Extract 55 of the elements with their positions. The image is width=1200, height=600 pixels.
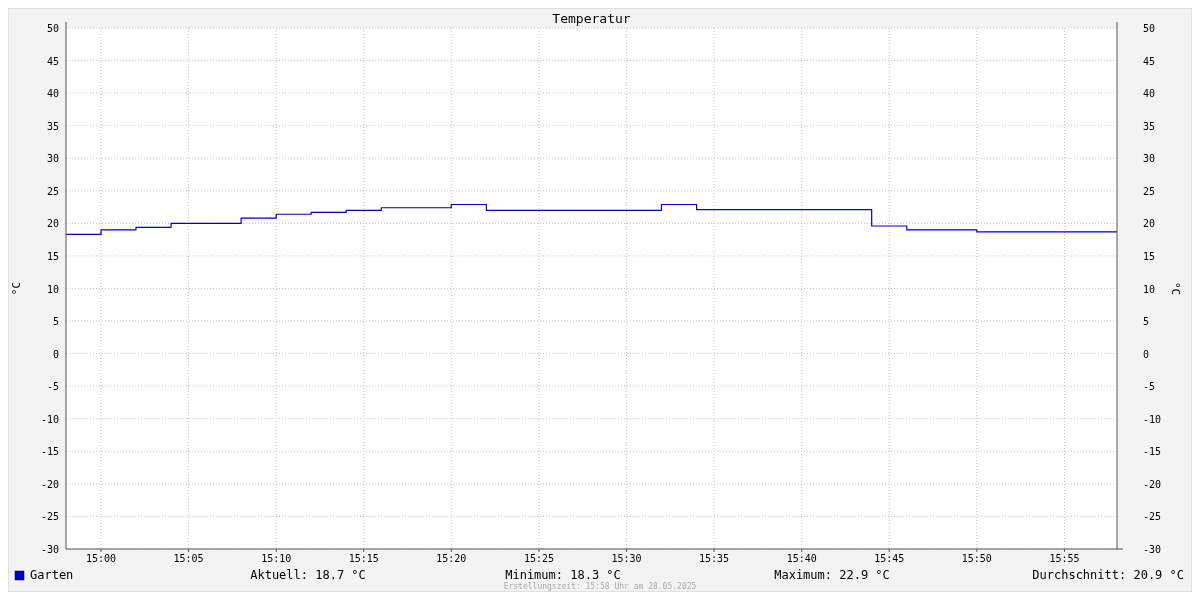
y2-tick-label: -5 xyxy=(1143,381,1156,393)
y-tick-label: -15 xyxy=(40,446,59,458)
y2-tick-label: -15 xyxy=(1143,446,1162,458)
y2-tick-label: 20 xyxy=(1143,218,1156,230)
text: Durchschnitt: 20.9 °C xyxy=(1032,568,1184,582)
x-tick-label: 15:15 xyxy=(348,553,379,564)
y2-tick-label: 5 xyxy=(1143,316,1150,328)
x-tick-label: 15:30 xyxy=(611,553,642,564)
y-tick-label: 10 xyxy=(46,283,59,295)
x-tick-label: 15:25 xyxy=(523,553,554,564)
x-tick-label: 15:20 xyxy=(436,553,467,564)
y2-tick-label: 50 xyxy=(1143,23,1156,34)
x-tick-label: 15:00 xyxy=(85,553,117,564)
y-tick-label: 45 xyxy=(46,55,59,67)
y2-tick-label: 45 xyxy=(1143,55,1156,67)
y2-tick-label: 30 xyxy=(1143,153,1156,165)
x-tick-label: 15:50 xyxy=(961,553,992,564)
y-tick-label: 5 xyxy=(52,316,59,328)
y-tick-label: -25 xyxy=(40,511,59,523)
y-tick-label: 0 xyxy=(52,348,59,360)
x-tick-label: 15:10 xyxy=(261,553,292,564)
y2-tick-label: -10 xyxy=(1143,413,1162,425)
y-tick-label: 25 xyxy=(46,185,59,197)
y2-tick-label: -20 xyxy=(1143,478,1162,490)
y2-axis-title: °C xyxy=(1169,281,1182,296)
y2-tick-label: -25 xyxy=(1143,511,1162,523)
y2-tick-label: -30 xyxy=(1143,544,1162,555)
y2-tick-label: 0 xyxy=(1143,348,1150,360)
y-tick-label: -10 xyxy=(40,413,59,425)
text: Aktuell: 18.7 °C xyxy=(250,568,366,582)
text: Erstellungszeit: 15:58 Uhr am 28.05.2025 xyxy=(503,582,697,591)
legend-label: Garten xyxy=(30,568,74,582)
y-axis-title: °C xyxy=(10,281,23,296)
x-tick-label: 15:05 xyxy=(173,553,204,564)
y-tick-label: -5 xyxy=(46,381,59,393)
x-tick-label: 15:35 xyxy=(698,553,730,564)
y-tick-label: -30 xyxy=(40,544,59,555)
x-tick-label: 15:40 xyxy=(786,553,817,564)
y-tick-label: -20 xyxy=(40,478,59,490)
x-tick-label: 15:55 xyxy=(1049,553,1080,564)
y2-tick-label: 15 xyxy=(1143,250,1156,262)
y2-tick-label: 10 xyxy=(1143,283,1156,295)
y2-tick-label: 25 xyxy=(1143,185,1156,197)
chart-title: Temperatur xyxy=(552,11,631,26)
x-tick-label: 15:45 xyxy=(874,553,905,564)
y-tick-label: 20 xyxy=(46,218,59,230)
y2-tick-label: 40 xyxy=(1143,88,1156,100)
y-tick-label: 15 xyxy=(46,250,59,262)
y2-tick-label: 35 xyxy=(1143,120,1156,132)
text: Minimum: 18.3 °C xyxy=(505,568,621,582)
y-tick-label: 30 xyxy=(46,153,59,165)
y-tick-label: 35 xyxy=(46,120,59,132)
y-tick-label: 40 xyxy=(46,88,59,100)
y-tick-label: 50 xyxy=(46,23,59,34)
text: Maximum: 22.9 °C xyxy=(774,568,890,582)
